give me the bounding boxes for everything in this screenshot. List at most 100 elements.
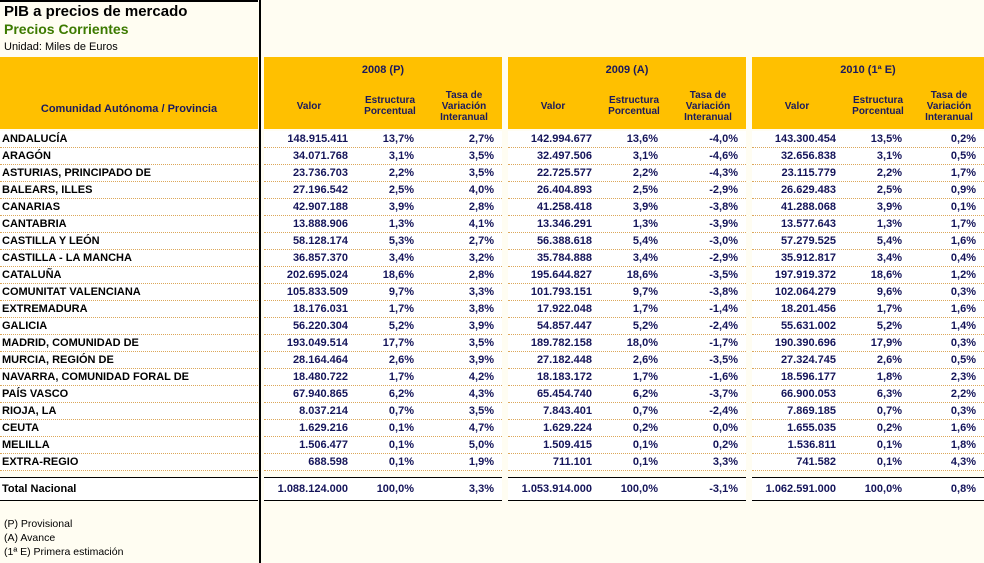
tasa-cell: 3,5% xyxy=(468,337,494,349)
row-label: CANARIAS xyxy=(0,199,258,216)
tasa-cell: 1,7% xyxy=(950,167,976,179)
estructura-cell: 17,7% xyxy=(382,337,414,349)
year-block: 7.843.401 0,7% -2,4% xyxy=(508,403,746,420)
tasa-cell: 4,1% xyxy=(468,218,494,230)
total-row: Total Nacional 1.088.124.000 100,0% 3,3%… xyxy=(0,477,984,501)
valor-cell: 193.049.514 xyxy=(286,337,348,349)
year-block: 1.506.477 0,1% 5,0% xyxy=(264,437,502,454)
row-label: ARAGÓN xyxy=(0,148,258,165)
total-block-2008: 1.088.124.000 100,0% 3,3% xyxy=(264,477,502,501)
estructura-cell: 6,2% xyxy=(632,388,658,400)
row-label: CATALUÑA xyxy=(0,267,258,284)
table-row: CANARIAS 42.907.188 3,9% 2,8% 41.258.418 3,9%… xyxy=(0,199,984,216)
valor-cell: 142.994.677 xyxy=(530,133,592,145)
year-block: 23.115.779 2,2% 1,7% xyxy=(752,165,984,182)
row-label: GALICIA xyxy=(0,318,258,335)
valor-cell: 41.258.418 xyxy=(536,201,592,213)
year-block: 36.857.370 3,4% 3,2% xyxy=(264,250,502,267)
estructura-cell: 1,7% xyxy=(632,371,658,383)
year-block: 27.324.745 2,6% 0,5% xyxy=(752,352,984,369)
estructura-cell: 5,4% xyxy=(876,235,902,247)
subheader-valor: Valor xyxy=(784,100,810,112)
estructura-cell: 5,2% xyxy=(876,320,902,332)
estructura-cell: 0,2% xyxy=(632,422,658,434)
row-label: MURCIA, REGIÓN DE xyxy=(0,352,258,369)
row-label: CASTILLA Y LEÓN xyxy=(0,233,258,250)
tasa-cell: 1,9% xyxy=(468,456,494,468)
row-label: CANTABRIA xyxy=(0,216,258,233)
row-label: RIOJA, LA xyxy=(0,403,258,420)
tasa-cell: 3,8% xyxy=(468,303,494,315)
year-block: 26.404.893 2,5% -2,9% xyxy=(508,182,746,199)
valor-cell: 65.454.740 xyxy=(536,388,592,400)
unit-label: Unidad: Miles de Euros xyxy=(4,41,118,53)
table-header: Comunidad Autónoma / Provincia 2008 (P) … xyxy=(0,57,984,129)
row-label: ASTURIAS, PRINCIPADO DE xyxy=(0,165,258,182)
table-left-divider xyxy=(259,0,261,563)
year-block: 67.940.865 6,2% 4,3% xyxy=(264,386,502,403)
estructura-cell: 0,7% xyxy=(632,405,658,417)
year-block: 197.919.372 18,6% 1,2% xyxy=(752,267,984,284)
estructura-cell: 3,9% xyxy=(388,201,414,213)
estructura-cell: 1,3% xyxy=(388,218,414,230)
table-row: ANDALUCÍA 148.915.411 13,7% 2,7% 142.994.677… xyxy=(0,131,984,148)
estructura-cell: 100,0% xyxy=(620,483,658,495)
valor-cell: 197.919.372 xyxy=(774,269,836,281)
tasa-cell: 1,4% xyxy=(950,320,976,332)
table-row: BALEARS, ILLES 27.196.542 2,5% 4,0% 26.404.8… xyxy=(0,182,984,199)
total-block-2010: 1.062.591.000 100,0% 0,8% xyxy=(752,477,984,501)
year-block: 34.071.768 3,1% 3,5% xyxy=(264,148,502,165)
valor-cell: 18.596.177 xyxy=(780,371,836,383)
valor-cell: 711.101 xyxy=(552,456,592,468)
footnote-primera-estimacion: (1ª E) Primera estimación xyxy=(4,546,124,558)
estructura-cell: 3,1% xyxy=(876,150,902,162)
valor-cell: 1.629.224 xyxy=(543,422,592,434)
year-block: 35.784.888 3,4% -2,9% xyxy=(508,250,746,267)
estructura-cell: 1,7% xyxy=(632,303,658,315)
row-label: NAVARRA, COMUNIDAD FORAL DE xyxy=(0,369,258,386)
table-row: ASTURIAS, PRINCIPADO DE 23.736.703 2,2% 3,5… xyxy=(0,165,984,182)
table-row: RIOJA, LA 8.037.214 0,7% 3,5% 7.843.401 0,7% -… xyxy=(0,403,984,420)
year-block: 18.176.031 1,7% 3,8% xyxy=(264,301,502,318)
valor-cell: 7.869.185 xyxy=(787,405,836,417)
valor-cell: 1.655.035 xyxy=(787,422,836,434)
estructura-cell: 0,7% xyxy=(876,405,902,417)
tasa-cell: -2,9% xyxy=(709,184,738,196)
row-label: COMUNITAT VALENCIANA xyxy=(0,284,258,301)
valor-cell: 190.390.696 xyxy=(774,337,836,349)
subheader-valor: Valor xyxy=(540,100,566,112)
tasa-cell: 3,3% xyxy=(468,286,494,298)
year-block: 56.220.304 5,2% 3,9% xyxy=(264,318,502,335)
valor-cell: 57.279.525 xyxy=(780,235,836,247)
year-block: 27.182.448 2,6% -3,5% xyxy=(508,352,746,369)
valor-cell: 56.220.304 xyxy=(292,320,348,332)
footnote-avance: (A) Avance xyxy=(4,532,56,544)
year-block: 66.900.053 6,3% 2,2% xyxy=(752,386,984,403)
valor-cell: 13.577.643 xyxy=(780,218,836,230)
estructura-cell: 18,6% xyxy=(626,269,658,281)
valor-cell: 18.480.722 xyxy=(292,371,348,383)
year-block: 57.279.525 5,4% 1,6% xyxy=(752,233,984,250)
year-block: 18.480.722 1,7% 4,2% xyxy=(264,369,502,386)
group-header-2008: 2008 (P) Valor Estructura Porcentual Tas… xyxy=(264,57,502,129)
table-row: MURCIA, REGIÓN DE 28.164.464 2,6% 3,9% 27.18… xyxy=(0,352,984,369)
subheader-tasa: Tasa de Variación Interanual xyxy=(925,89,973,123)
year-block: 711.101 0,1% 3,3% xyxy=(508,454,746,471)
year-block: 13.888.906 1,3% 4,1% xyxy=(264,216,502,233)
tasa-cell: 3,9% xyxy=(468,354,494,366)
tasa-cell: 0,9% xyxy=(950,184,976,196)
estructura-cell: 6,2% xyxy=(388,388,414,400)
tasa-cell: 2,2% xyxy=(950,388,976,400)
tasa-cell: -2,4% xyxy=(709,320,738,332)
year-block: 42.907.188 3,9% 2,8% xyxy=(264,199,502,216)
estructura-cell: 3,1% xyxy=(388,150,414,162)
valor-cell: 28.164.464 xyxy=(292,354,348,366)
estructura-cell: 0,1% xyxy=(388,439,414,451)
year-block: 1.655.035 0,2% 1,6% xyxy=(752,420,984,437)
valor-cell: 54.857.447 xyxy=(536,320,592,332)
estructura-cell: 100,0% xyxy=(376,483,414,495)
estructura-cell: 0,1% xyxy=(632,439,658,451)
subheader-estructura: Estructura Porcentual xyxy=(852,95,904,117)
valor-cell: 26.404.893 xyxy=(536,184,592,196)
year-block: 7.869.185 0,7% 0,3% xyxy=(752,403,984,420)
